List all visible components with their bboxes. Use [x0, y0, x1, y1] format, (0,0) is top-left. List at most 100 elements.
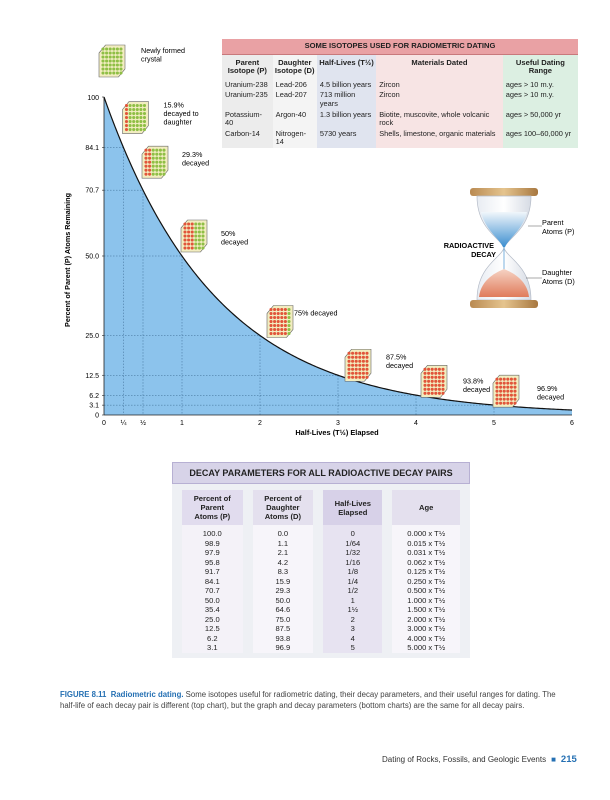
parent-atom — [139, 124, 143, 128]
daughter-atom — [148, 148, 152, 152]
cell-age: 1.000 x T½ — [392, 595, 460, 605]
decay-table-title: DECAY PARAMETERS FOR ALL RADIOACTIVE DEC… — [172, 462, 470, 484]
daughter-atom — [269, 327, 273, 332]
daughter-atom — [276, 307, 280, 312]
cell-half-lives: 1/16 — [323, 557, 383, 567]
daughter-atom — [347, 367, 351, 371]
crystal-marker: 15.9% decayed to daughter — [122, 101, 199, 134]
header-materials-dated: Materials Dated — [376, 54, 503, 80]
daughter-atom — [502, 389, 506, 393]
parent-atom — [287, 331, 291, 336]
parent-atom — [194, 226, 198, 230]
isotope-table-title: SOME ISOTOPES USED FOR RADIOMETRIC DATIN… — [222, 39, 578, 55]
parent-atom — [155, 148, 159, 152]
parent-atom — [139, 104, 143, 108]
daughter-atom — [273, 307, 277, 312]
daughter-atom — [506, 397, 510, 401]
parent-atom — [112, 63, 116, 67]
parent-atom — [135, 124, 139, 128]
daughter-atom — [358, 375, 362, 379]
cell-half-lives: 3 — [323, 624, 383, 634]
header-percent-parent: Percent of Parent Atoms (P) — [182, 490, 243, 525]
parent-atom — [155, 164, 159, 168]
daughter-atom — [190, 246, 194, 250]
crystal-marker: 75% decayed — [266, 305, 338, 338]
daughter-atom — [499, 389, 503, 393]
daughter-atom — [437, 379, 441, 383]
crystal-label: 15.9% decayed to daughter — [164, 101, 199, 127]
cell-percent-daughter: 4.2 — [252, 557, 314, 567]
parent-atom — [287, 327, 291, 332]
daughter-atom — [365, 375, 369, 379]
daughter-atom — [190, 226, 194, 230]
page-footer: Dating of Rocks, Fossils, and Geologic E… — [382, 754, 577, 765]
daughter-atom — [187, 238, 191, 242]
hourglass-top-cap — [470, 188, 538, 196]
parent-atom — [151, 148, 155, 152]
daughter-atom — [430, 367, 434, 371]
decay-parameters-table: DECAY PARAMETERS FOR ALL RADIOACTIVE DEC… — [172, 462, 470, 658]
cell-percent-daughter: 2.1 — [252, 548, 314, 558]
daughter-atom — [506, 377, 510, 381]
parent-atom — [151, 172, 155, 176]
daughter-atom — [506, 385, 510, 389]
parent-atom — [158, 152, 162, 156]
y-tick-label: 25.0 — [85, 333, 99, 340]
parent-atom — [194, 234, 198, 238]
cell-percent-daughter: 87.5 — [252, 624, 314, 634]
daughter-atom — [190, 238, 194, 242]
parent-atom — [135, 116, 139, 120]
cell-percent-parent: 84.1 — [182, 576, 243, 586]
daughter-atom — [513, 401, 517, 405]
parent-atom — [201, 226, 205, 230]
daughter-atom — [430, 379, 434, 383]
cell-daughter: Argon-40 — [272, 109, 317, 129]
daughter-atom — [269, 323, 273, 328]
daughter-atom — [354, 371, 358, 375]
parent-atom — [119, 47, 123, 51]
daughter-atom — [183, 222, 187, 226]
cell-half-lives: 1/4 — [323, 576, 383, 586]
cell-half-lives: 4 — [323, 633, 383, 643]
daughter-atom — [276, 323, 280, 328]
table-row: 50.0 50.0 1 1.000 x T½ — [182, 595, 460, 605]
daughter-atom — [430, 387, 434, 391]
y-tick-label: 84.1 — [85, 145, 99, 152]
daughter-atom — [183, 226, 187, 230]
parent-atom — [142, 128, 147, 132]
daughter-atom — [509, 397, 513, 401]
daughter-atom — [183, 234, 187, 238]
daughter-atom — [347, 363, 351, 367]
daughter-atom — [434, 383, 438, 387]
cell-materials: Biotite, muscovite, whole volcanic rock — [376, 109, 503, 129]
parent-atom — [139, 112, 143, 116]
daughter-atom — [124, 128, 129, 132]
daughter-atom — [187, 226, 191, 230]
parent-atom — [105, 67, 109, 71]
daughter-atom — [273, 311, 277, 316]
daughter-atom — [437, 391, 441, 395]
daughter-atom — [361, 375, 365, 379]
daughter-atom — [499, 377, 503, 381]
grid-lines — [104, 147, 495, 415]
header-half-lives: Half-Lives (T½) — [316, 54, 377, 80]
daughter-atom — [495, 377, 499, 381]
cell-percent-daughter: 29.3 — [252, 586, 314, 596]
crystal-marker: 87.5% decayed — [344, 348, 413, 382]
table-row: 25.0 75.0 2 2.000 x T½ — [182, 614, 460, 624]
table-row: 100.0 0.0 0 0.000 x T½ — [182, 525, 460, 539]
daughter-atom — [280, 327, 284, 332]
daughter-atom — [144, 152, 148, 156]
y-tick-label: 6.2 — [89, 393, 99, 400]
daughter-atom — [273, 327, 277, 332]
daughter-atom — [509, 385, 513, 389]
parent-atom — [112, 59, 116, 63]
daughter-atom — [365, 363, 369, 367]
parent-atom — [151, 164, 155, 168]
crystal-label: 93.8% decayed — [463, 376, 490, 394]
daughter-atom — [509, 381, 513, 385]
cell-range: ages > 10 m.y. — [502, 90, 578, 110]
daughter-atom — [351, 367, 355, 371]
daughter-atom — [276, 331, 280, 336]
cell-age: 1.500 x T½ — [392, 605, 460, 615]
